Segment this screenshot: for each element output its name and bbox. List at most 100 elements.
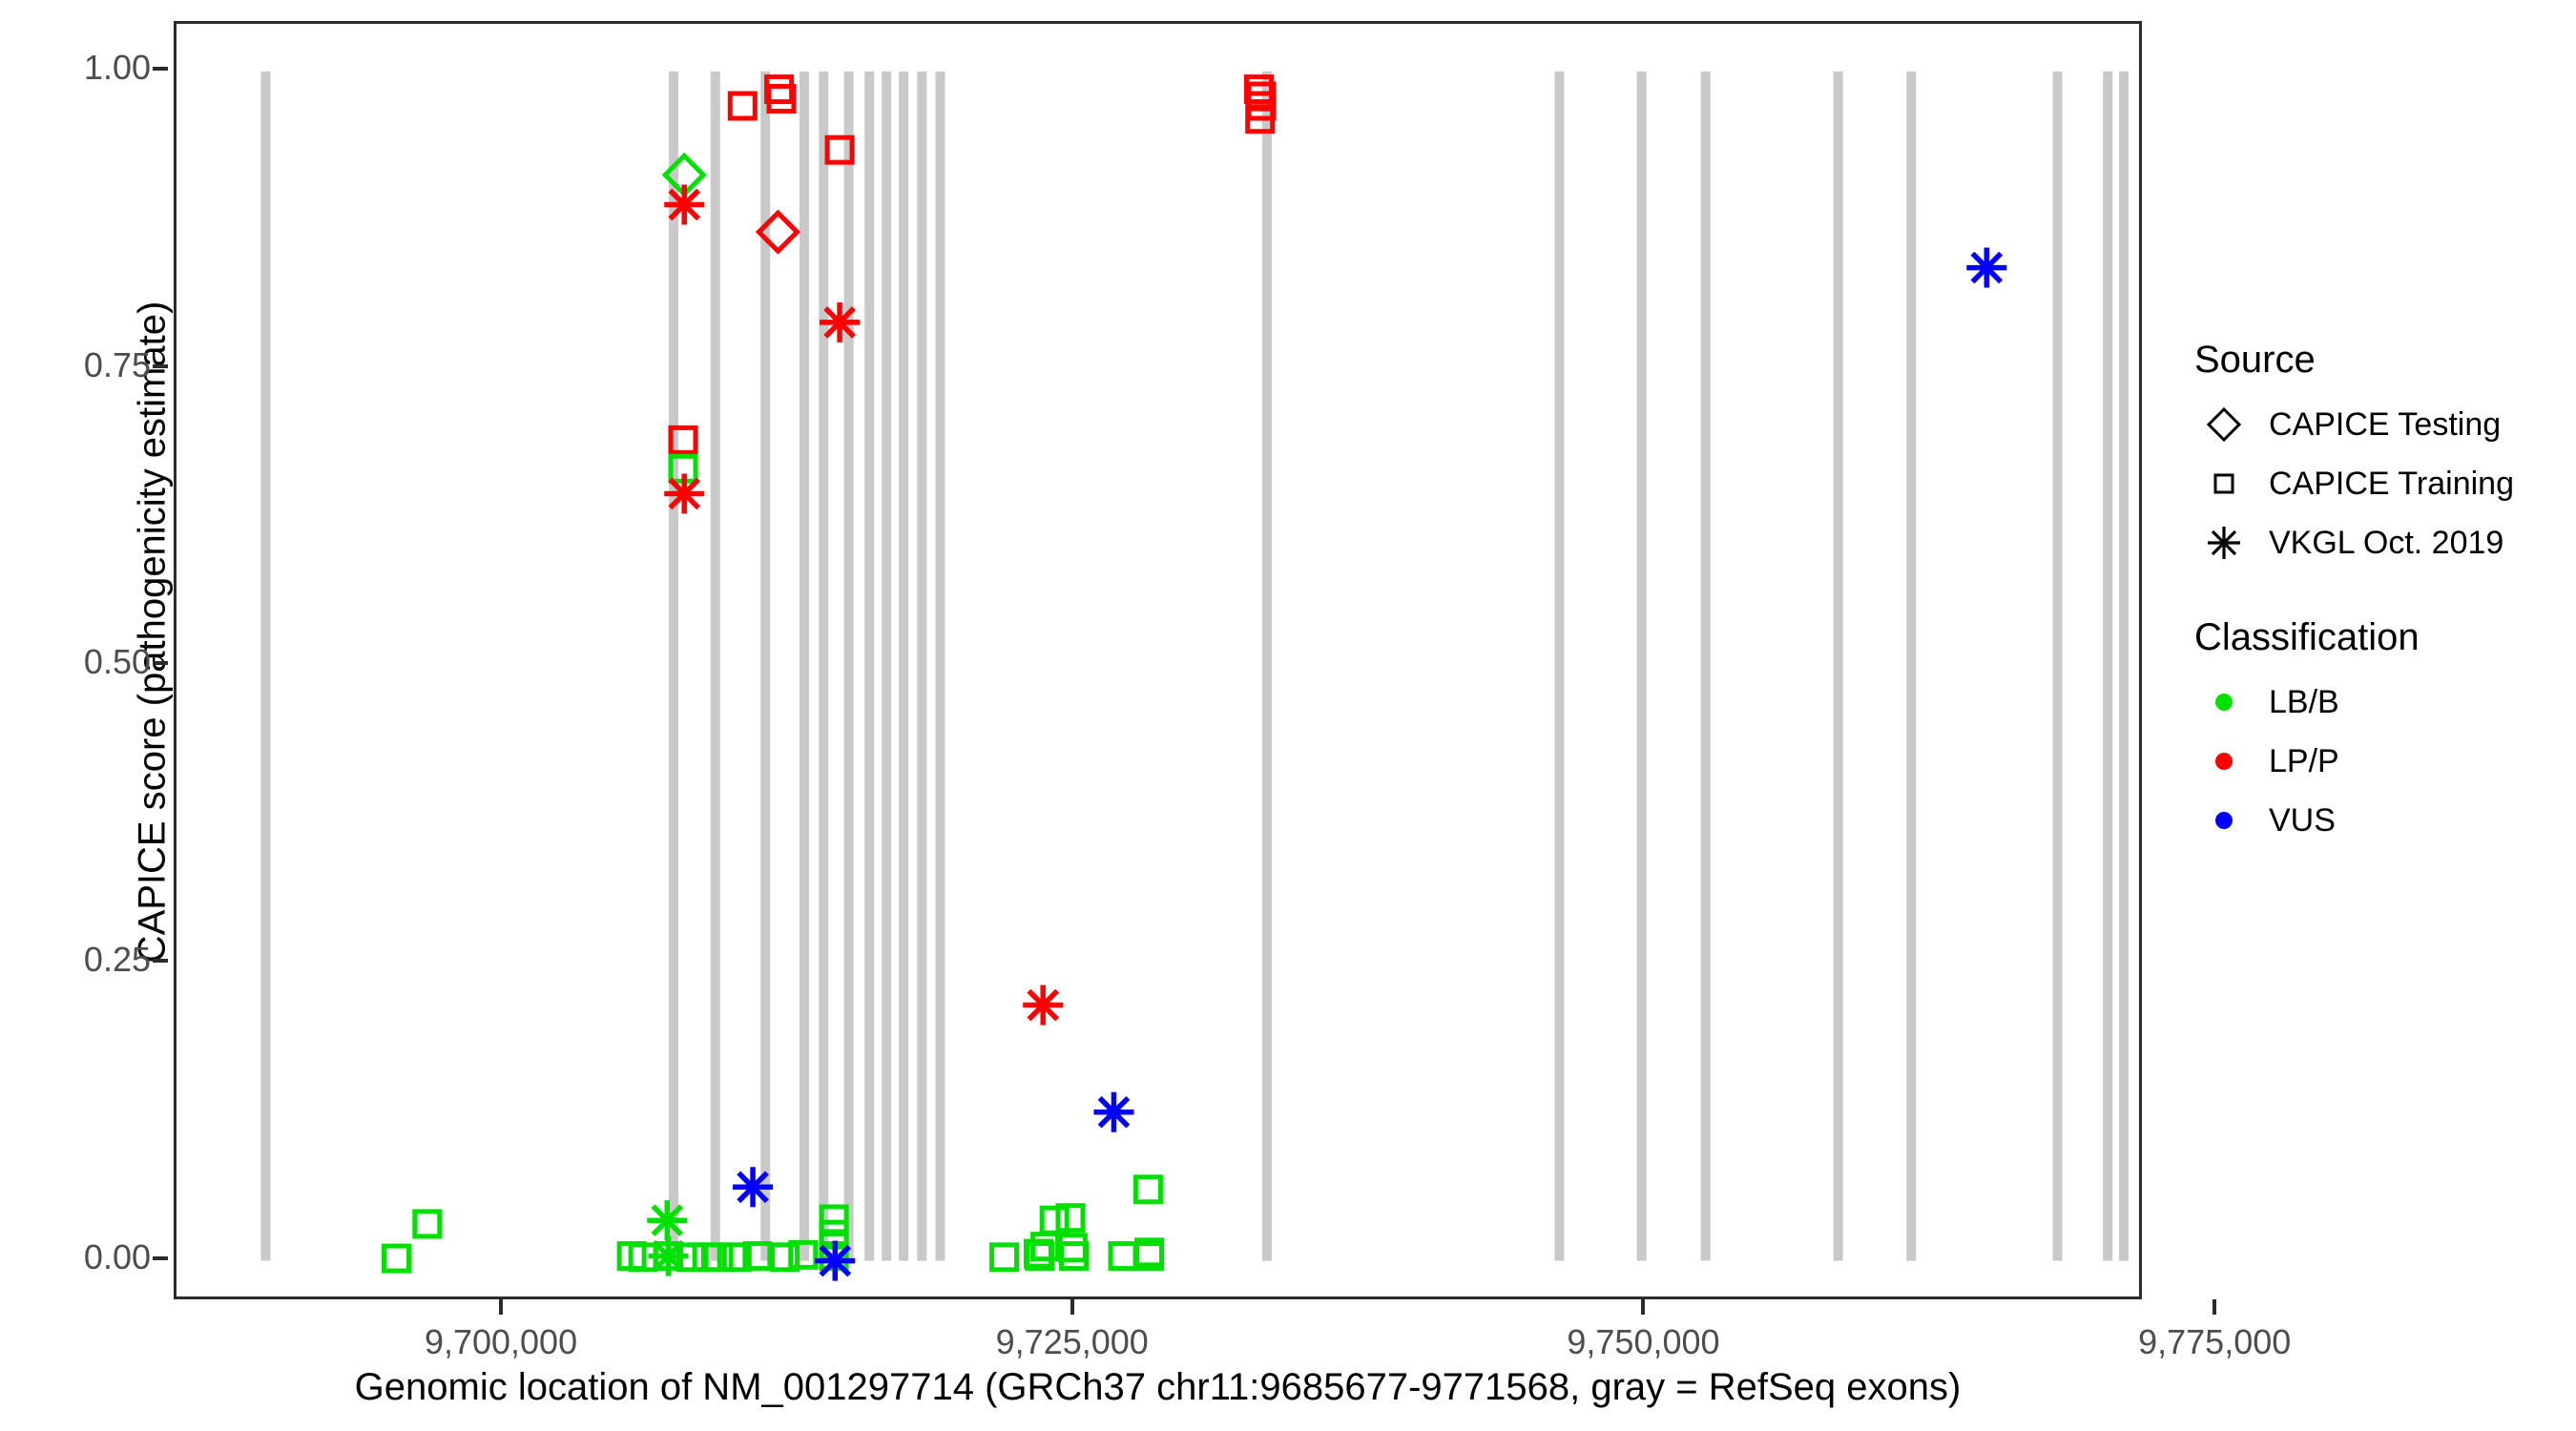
data-point xyxy=(1025,1241,1055,1272)
x-tick-label: 9,725,000 xyxy=(995,1322,1149,1361)
legend-title-classification: Classification xyxy=(2194,616,2420,658)
data-point xyxy=(824,135,855,165)
data-points-layer xyxy=(381,74,2007,1281)
chart-legend: Source CAPICE Testing CAPICE Training xyxy=(2194,339,2576,894)
y-tick-mark xyxy=(153,363,168,368)
x-tick-label: 9,750,000 xyxy=(1567,1322,1720,1361)
y-tick-label: 1.00 xyxy=(83,47,151,87)
legend-item-lpp[interactable]: LP/P xyxy=(2194,732,2576,791)
legend-label-lpp: LP/P xyxy=(2269,742,2339,779)
exon-mark xyxy=(2052,71,2063,1261)
data-point xyxy=(815,1240,856,1281)
x-tick-label: 9,775,000 xyxy=(2138,1322,2292,1361)
legend-group-source: Source CAPICE Testing CAPICE Training xyxy=(2194,339,2576,572)
y-tick-mark xyxy=(153,958,168,963)
data-point xyxy=(648,1235,689,1276)
data-point xyxy=(819,1204,849,1234)
data-point xyxy=(1093,1091,1134,1132)
y-axis-tick-labels: 0.00 0.25 0.50 0.75 1.00 xyxy=(0,0,168,1431)
x-tick-mark xyxy=(499,1299,504,1315)
series-group xyxy=(664,184,1064,1026)
y-tick-mark xyxy=(153,661,168,666)
exon-mark xyxy=(843,71,854,1261)
data-point xyxy=(664,473,705,514)
series-group xyxy=(647,1200,689,1276)
data-point xyxy=(1023,985,1064,1026)
y-tick-label: 0.50 xyxy=(83,642,151,682)
legend-item-vkgl[interactable]: VKGL Oct. 2019 xyxy=(2194,513,2576,572)
diamond-outline-icon xyxy=(2194,395,2254,454)
legend-group-classification: Classification LB/B LP/P VUS xyxy=(2194,616,2576,850)
data-point xyxy=(1059,1241,1090,1272)
x-axis-title: Genomic location of NM_001297714 (GRCh37… xyxy=(354,1366,1962,1408)
exon-mark xyxy=(1554,71,1565,1261)
data-point xyxy=(766,84,797,114)
exon-mark xyxy=(760,71,771,1261)
legend-title-source: Source xyxy=(2194,339,2316,381)
y-tick-mark xyxy=(153,1255,168,1260)
exon-mark xyxy=(899,71,909,1261)
data-point xyxy=(1245,104,1276,135)
exon-mark xyxy=(799,71,809,1261)
data-point xyxy=(647,1200,688,1241)
data-point xyxy=(1966,247,2007,288)
square-outline-icon xyxy=(2194,454,2254,513)
exon-mark xyxy=(917,71,927,1261)
exon-mark xyxy=(882,71,892,1261)
legend-label-lbb: LB/B xyxy=(2269,683,2339,720)
data-point xyxy=(1057,1233,1088,1263)
exon-mark xyxy=(1833,71,1843,1261)
series-group xyxy=(733,247,2007,1281)
series-group xyxy=(381,453,1165,1274)
data-point xyxy=(788,1239,819,1270)
data-point xyxy=(770,1242,800,1273)
exon-marks-layer xyxy=(260,71,2129,1261)
exon-mark xyxy=(1906,71,1917,1261)
data-point xyxy=(727,91,758,121)
scatter-plot-svg xyxy=(260,71,2129,1281)
data-point xyxy=(989,1242,1019,1273)
exon-mark xyxy=(864,71,875,1261)
x-tick-mark xyxy=(1641,1299,1646,1315)
red-dot-icon xyxy=(2194,732,2254,791)
legend-item-capice-training[interactable]: CAPICE Training xyxy=(2194,454,2576,513)
blue-dot-icon xyxy=(2194,791,2254,850)
legend-item-capice-testing[interactable]: CAPICE Testing xyxy=(2194,395,2576,454)
exon-mark xyxy=(260,71,271,1261)
legend-label-vkgl: VKGL Oct. 2019 xyxy=(2269,524,2504,561)
x-tick-label: 9,700,000 xyxy=(424,1322,578,1361)
data-point xyxy=(703,1242,734,1273)
data-point xyxy=(668,425,698,455)
y-tick-mark xyxy=(153,66,168,71)
data-point xyxy=(742,1241,773,1272)
data-point xyxy=(412,1209,443,1239)
data-point xyxy=(1055,1203,1086,1234)
data-point xyxy=(733,1167,774,1208)
data-point xyxy=(721,1242,752,1273)
exon-mark xyxy=(2119,71,2129,1261)
data-point xyxy=(755,209,800,255)
plot-panel xyxy=(174,21,2142,1299)
exon-mark xyxy=(1636,71,1647,1261)
exon-mark xyxy=(819,71,829,1261)
data-point xyxy=(1134,1241,1165,1272)
asterisk-icon xyxy=(2194,513,2254,572)
legend-item-lbb[interactable]: LB/B xyxy=(2194,673,2576,732)
legend-label-capice-testing: CAPICE Testing xyxy=(2269,405,2502,443)
green-dot-icon xyxy=(2194,673,2254,732)
data-point xyxy=(381,1243,411,1274)
exon-mark xyxy=(935,71,945,1261)
x-tick-mark xyxy=(1070,1299,1074,1315)
data-point xyxy=(1108,1241,1138,1272)
series-group xyxy=(668,74,1277,455)
legend-label-vus: VUS xyxy=(2269,801,2336,839)
y-tick-label: 0.00 xyxy=(83,1236,151,1276)
legend-label-capice-training: CAPICE Training xyxy=(2269,465,2514,502)
data-point xyxy=(820,301,861,342)
legend-item-vus[interactable]: VUS xyxy=(2194,791,2576,850)
exon-mark xyxy=(2103,71,2113,1261)
x-axis-tick-labels: 9,700,000 9,725,000 9,750,000 9,775,000 xyxy=(0,1299,2576,1372)
y-tick-label: 0.25 xyxy=(83,939,151,979)
y-tick-label: 0.75 xyxy=(83,344,151,384)
